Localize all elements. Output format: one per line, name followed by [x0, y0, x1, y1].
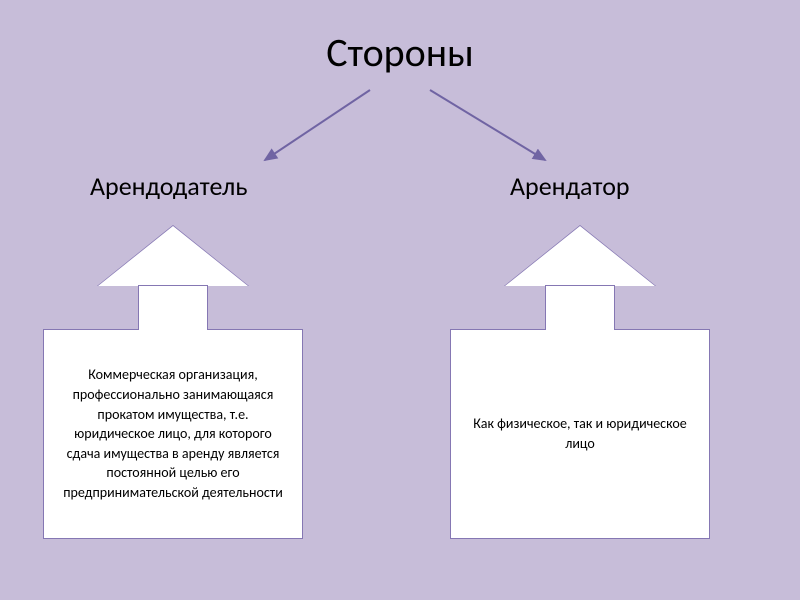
branch-label-left: Арендодатель [90, 170, 248, 202]
cover-right [546, 329, 614, 331]
cover-left [139, 329, 207, 331]
connector-arrow-right [420, 85, 560, 175]
branch-label-right: Арендатор [510, 170, 630, 202]
arrow-body-right: Как физическое, так и юридическое лицо [450, 329, 710, 539]
page-title: Стороны [326, 28, 474, 77]
arrow-body-text-right: Как физическое, так и юридическое лицо [469, 414, 691, 453]
arrow-body-left: Коммерческая организация, профессиональн… [43, 329, 303, 539]
arrow-head-right [505, 226, 655, 286]
arrow-body-text-left: Коммерческая организация, профессиональн… [62, 365, 284, 502]
connector-arrow-left [250, 85, 380, 175]
arrow-head-left [98, 226, 248, 286]
arrow-stem-right [545, 285, 615, 330]
arrow-stem-left [138, 285, 208, 330]
